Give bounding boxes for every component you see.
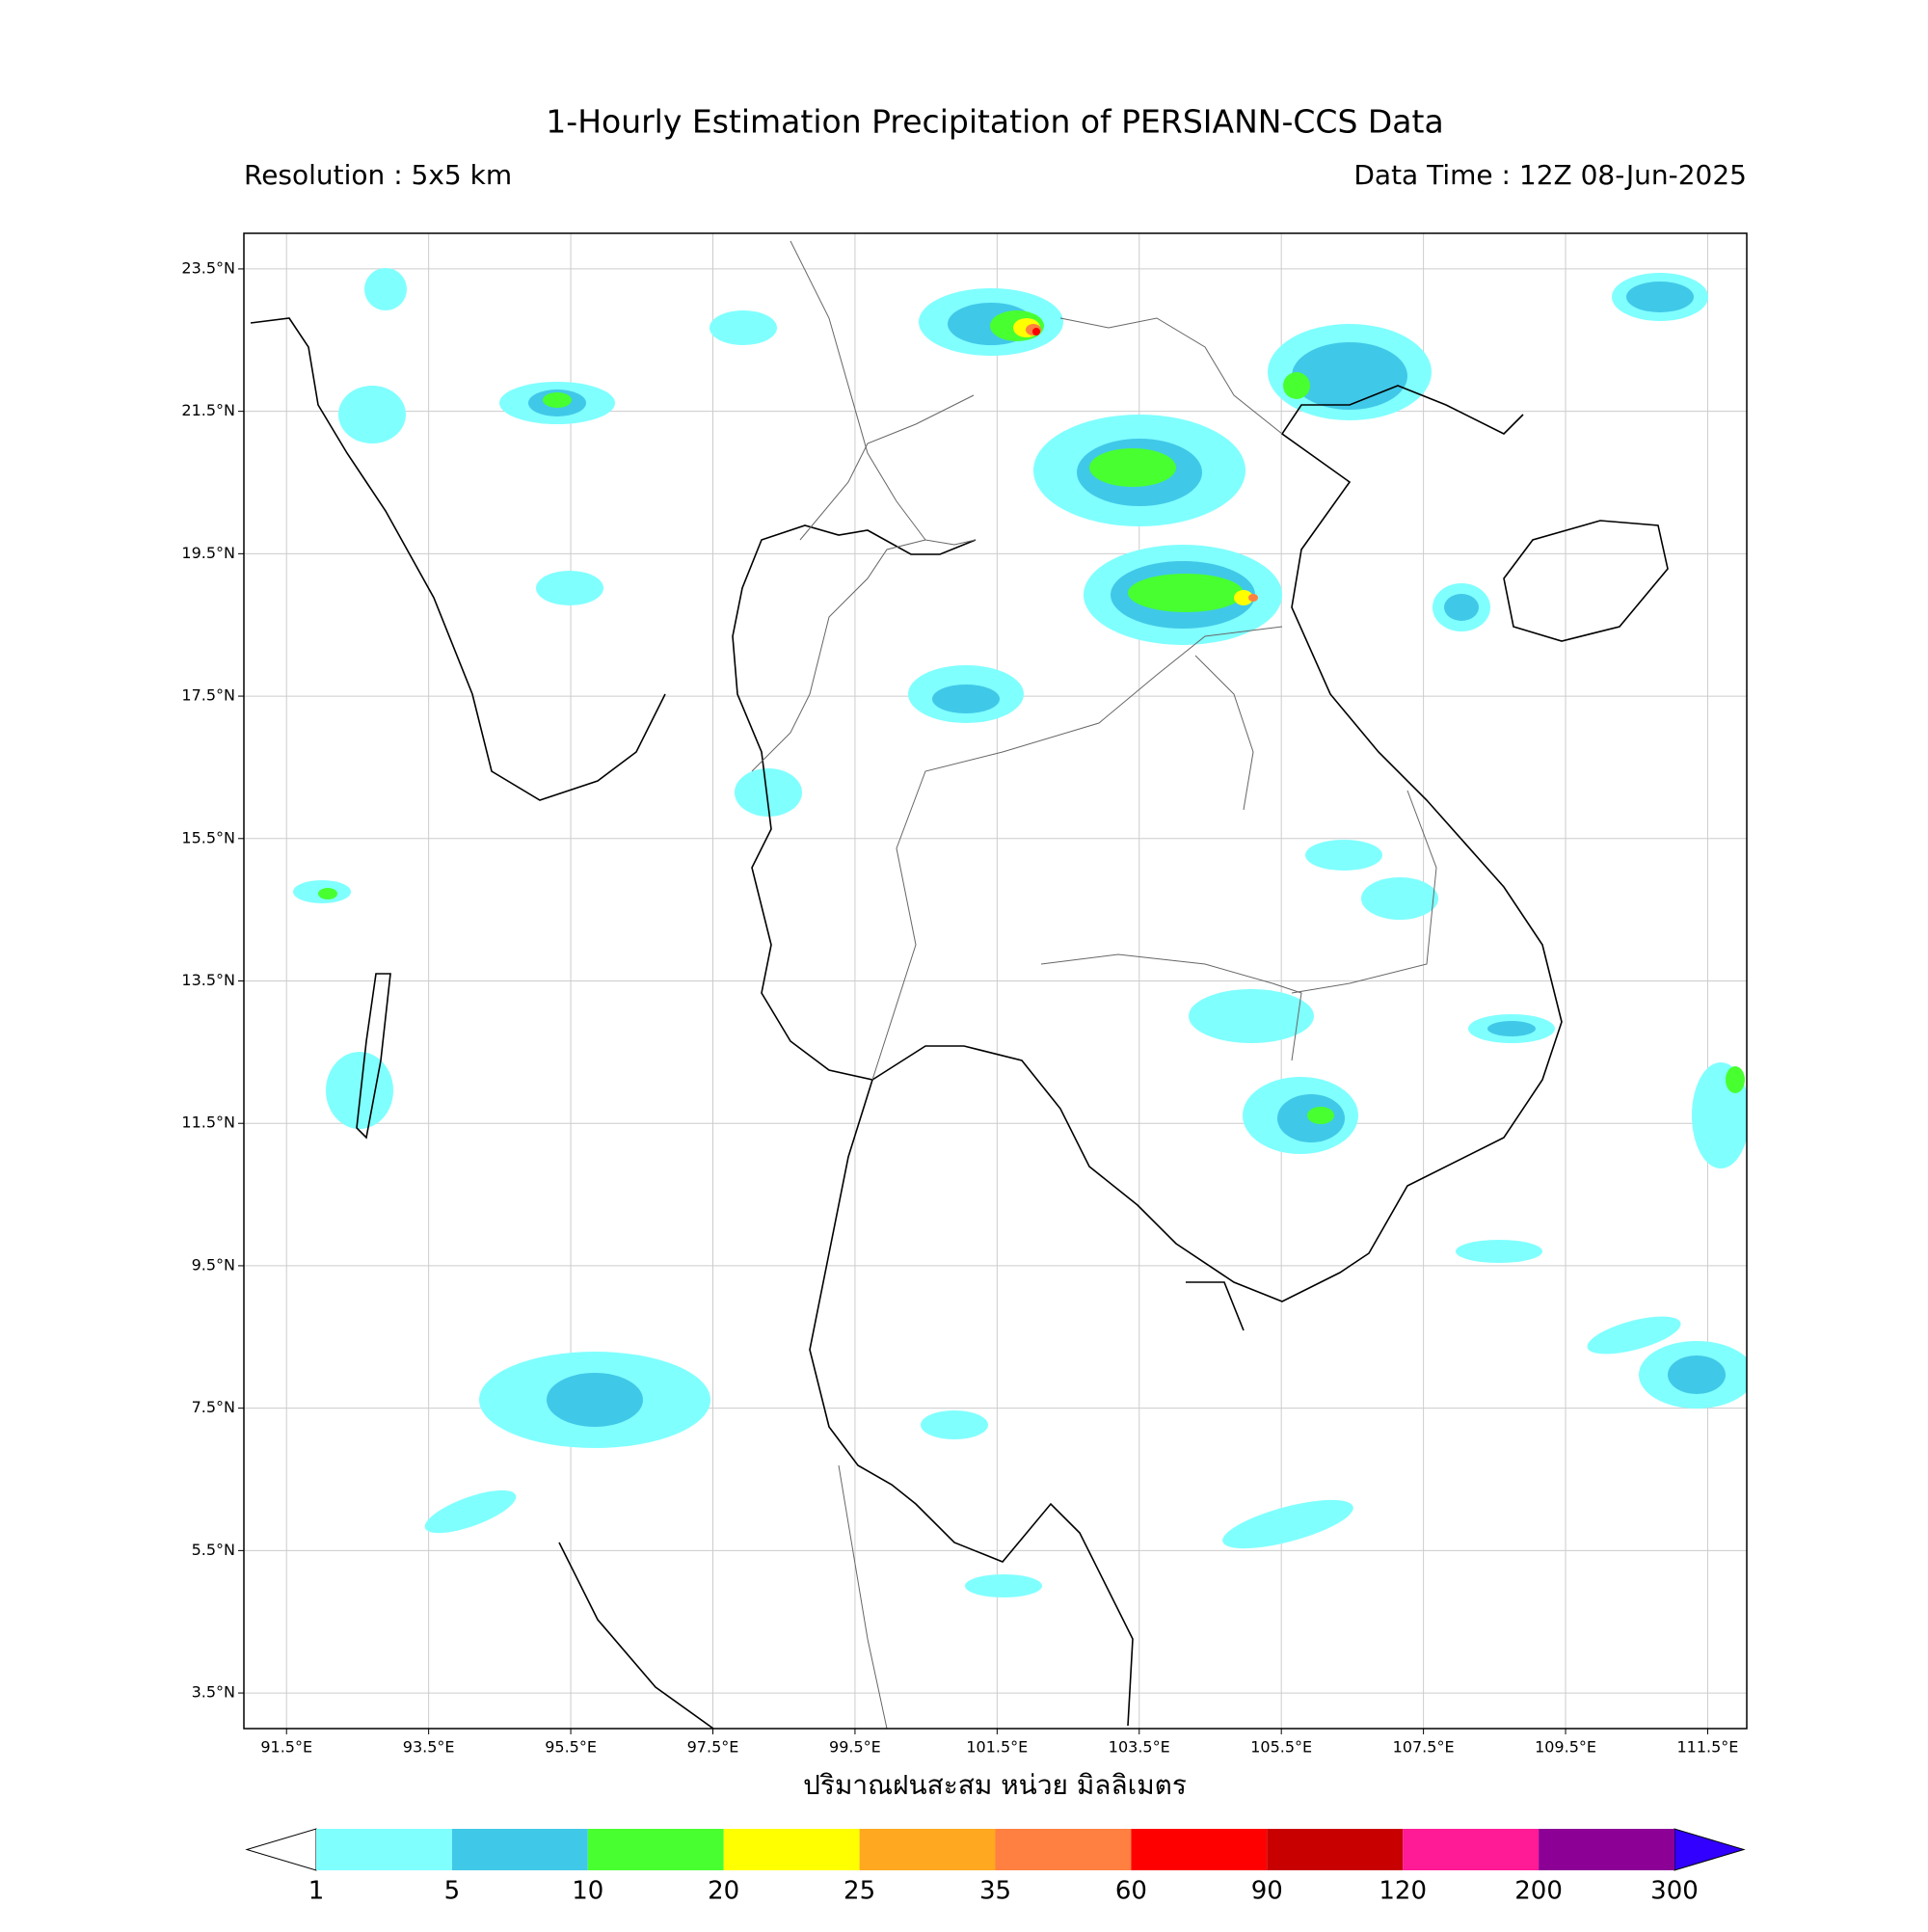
y-tick-label: 17.5°N <box>181 686 235 705</box>
colorbar-bin <box>995 1829 1132 1870</box>
grid <box>244 233 1747 1729</box>
y-tick-label: 13.5°N <box>181 971 235 989</box>
y-tick-label: 9.5°N <box>192 1255 235 1274</box>
x-tick-label: 101.5°E <box>966 1738 1028 1757</box>
colorbar-bin <box>1539 1829 1674 1870</box>
x-tick-label: 109.5°E <box>1535 1738 1596 1757</box>
y-tick-label: 19.5°N <box>181 544 235 562</box>
colorbar-label: 5 <box>444 1877 461 1906</box>
colorbar-label: 20 <box>708 1877 739 1906</box>
y-tick-label: 5.5°N <box>192 1541 235 1559</box>
colorbar: 1 5 10 20 25 35 60 90 120 200 300 <box>245 1828 1746 1906</box>
x-tick-label: 103.5°E <box>1109 1738 1170 1757</box>
y-tick-label: 3.5°N <box>192 1683 235 1702</box>
x-axis-label: ปริมาณฝนสะสม หน่วย มิลลิเมตร <box>803 1769 1187 1801</box>
colorbar-label: 200 <box>1514 1877 1563 1906</box>
colorbar-label: 25 <box>844 1877 875 1906</box>
colorbar-bin <box>451 1829 588 1870</box>
x-tick-label: 97.5°E <box>687 1738 739 1757</box>
x-tick-label: 99.5°E <box>829 1738 881 1757</box>
y-tick-label: 23.5°N <box>181 258 235 277</box>
colorbar-label: 35 <box>979 1877 1011 1906</box>
rain-field <box>250 240 1747 1729</box>
colorbar-bin <box>1403 1829 1540 1870</box>
colorbar-label: 90 <box>1251 1877 1283 1906</box>
subtitle-right: Data Time : 12Z 08-Jun-2025 <box>1353 159 1747 191</box>
y-tick-label: 21.5°N <box>181 401 235 419</box>
subtitle-left: Resolution : 5x5 km <box>244 159 512 191</box>
x-tick-label: 91.5°E <box>260 1738 312 1757</box>
colorbar-label: 60 <box>1115 1877 1147 1906</box>
colorbar-label: 1 <box>308 1877 325 1906</box>
colorbar-bin <box>316 1829 452 1870</box>
x-tick-label: 105.5°E <box>1250 1738 1312 1757</box>
colorbar-label: 120 <box>1379 1877 1427 1906</box>
colorbar-bin <box>587 1829 724 1870</box>
colorbar-bin <box>723 1829 860 1870</box>
x-tick-label: 107.5°E <box>1393 1738 1455 1757</box>
axes: 91.5°E 93.5°E 95.5°E 97.5°E 99.5°E 101.5°E 103… <box>181 258 1738 1756</box>
colorbar-bin <box>1267 1829 1404 1870</box>
x-tick-label: 95.5°E <box>545 1738 597 1757</box>
x-tick-label: 93.5°E <box>403 1738 455 1757</box>
colorbar-bin <box>859 1829 996 1870</box>
colorbar-label: 300 <box>1650 1877 1699 1906</box>
y-tick-label: 7.5°N <box>192 1398 235 1416</box>
y-tick-label: 11.5°N <box>181 1114 235 1132</box>
title: 1-Hourly Estimation Precipitation of PER… <box>546 103 1443 141</box>
x-tick-label: 111.5°E <box>1676 1738 1738 1757</box>
colorbar-bin <box>1131 1829 1268 1870</box>
y-tick-label: 15.5°N <box>181 828 235 846</box>
colorbar-label: 10 <box>572 1877 603 1906</box>
colorbar-over <box>1674 1828 1746 1871</box>
colorbar-under <box>245 1828 317 1871</box>
